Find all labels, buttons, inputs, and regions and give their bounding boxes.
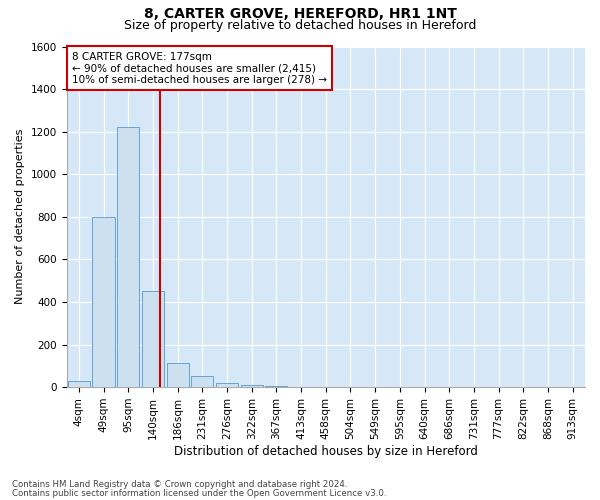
Bar — [117, 128, 139, 387]
Text: Contains public sector information licensed under the Open Government Licence v3: Contains public sector information licen… — [12, 488, 386, 498]
Text: Contains HM Land Registry data © Crown copyright and database right 2024.: Contains HM Land Registry data © Crown c… — [12, 480, 347, 489]
X-axis label: Distribution of detached houses by size in Hereford: Distribution of detached houses by size … — [174, 444, 478, 458]
Bar — [68, 380, 90, 387]
Text: Size of property relative to detached houses in Hereford: Size of property relative to detached ho… — [124, 19, 476, 32]
Bar — [241, 385, 263, 387]
Bar — [191, 376, 214, 387]
Text: 8, CARTER GROVE, HEREFORD, HR1 1NT: 8, CARTER GROVE, HEREFORD, HR1 1NT — [143, 8, 457, 22]
Text: 8 CARTER GROVE: 177sqm
← 90% of detached houses are smaller (2,415)
10% of semi-: 8 CARTER GROVE: 177sqm ← 90% of detached… — [72, 52, 327, 85]
Bar — [216, 383, 238, 387]
Bar — [92, 217, 115, 387]
Bar — [142, 292, 164, 387]
Bar — [167, 362, 189, 387]
Y-axis label: Number of detached properties: Number of detached properties — [15, 129, 25, 304]
Bar — [265, 386, 287, 387]
